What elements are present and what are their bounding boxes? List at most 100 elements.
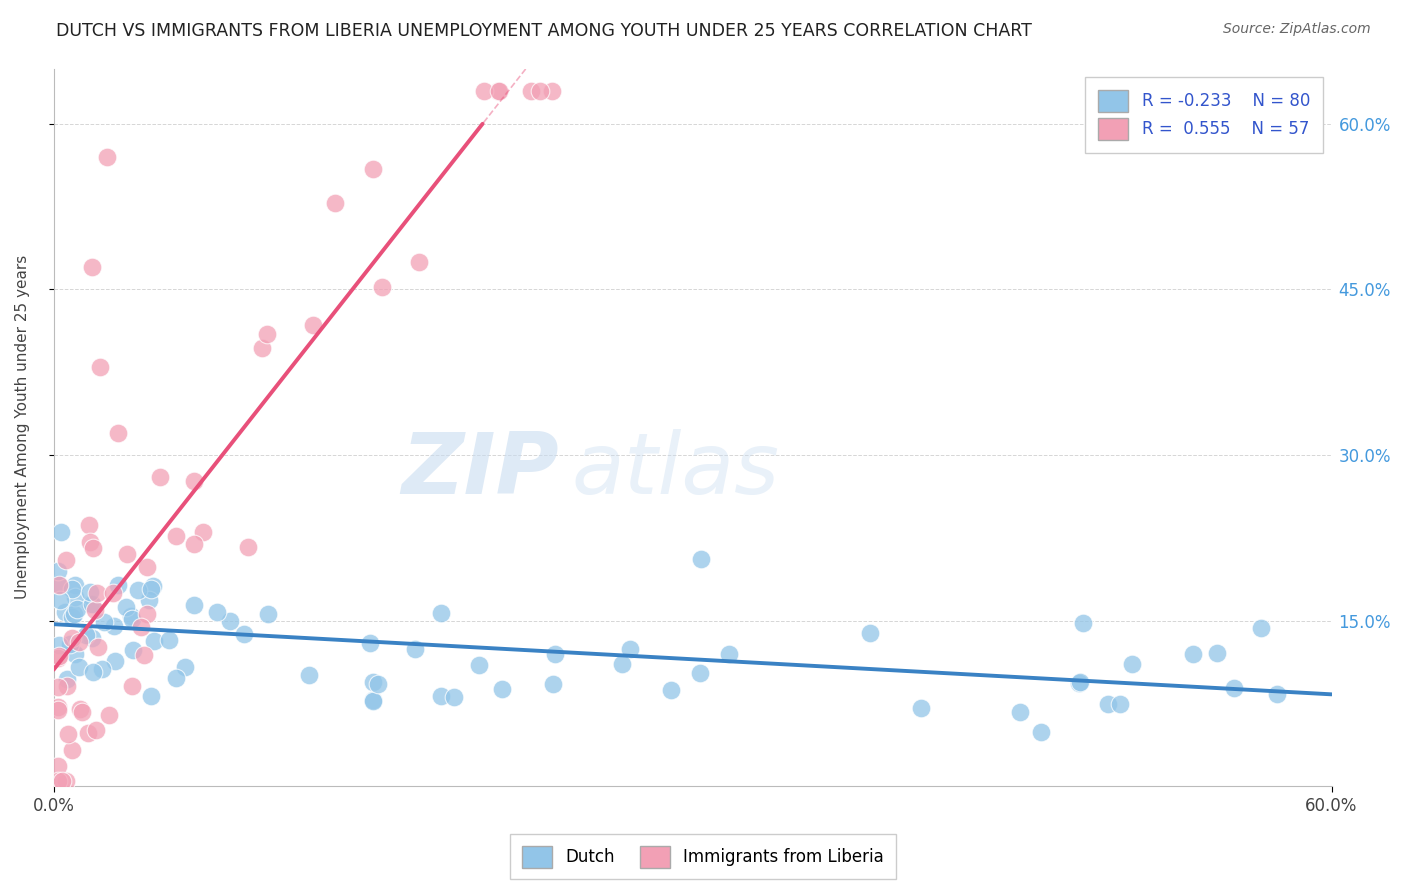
Point bbox=[63, 648, 86, 662]
Point bbox=[361, 675, 384, 690]
Point bbox=[46, 700, 69, 714]
Point bbox=[323, 196, 346, 211]
Point bbox=[139, 689, 162, 703]
Point bbox=[70, 705, 93, 719]
Point bbox=[82, 598, 104, 612]
Point bbox=[165, 671, 187, 685]
Point bbox=[91, 662, 114, 676]
Point bbox=[96, 150, 118, 164]
Point bbox=[256, 326, 278, 341]
Point bbox=[1010, 705, 1032, 719]
Point bbox=[236, 540, 259, 554]
Text: DUTCH VS IMMIGRANTS FROM LIBERIA UNEMPLOYMENT AMONG YOUTH UNDER 25 YEARS CORRELA: DUTCH VS IMMIGRANTS FROM LIBERIA UNEMPLO… bbox=[56, 22, 1032, 40]
Point bbox=[84, 603, 107, 617]
Point bbox=[1069, 674, 1091, 689]
Point bbox=[55, 773, 77, 788]
Point bbox=[1097, 697, 1119, 711]
Point bbox=[121, 679, 143, 693]
Point bbox=[371, 280, 394, 294]
Point bbox=[519, 84, 541, 98]
Point bbox=[46, 680, 69, 694]
Point bbox=[910, 700, 932, 714]
Point bbox=[138, 592, 160, 607]
Point bbox=[87, 640, 110, 655]
Point bbox=[75, 628, 97, 642]
Legend: Dutch, Immigrants from Liberia: Dutch, Immigrants from Liberia bbox=[510, 834, 896, 880]
Point bbox=[104, 654, 127, 668]
Point bbox=[191, 525, 214, 540]
Point bbox=[48, 578, 70, 592]
Point bbox=[252, 341, 274, 355]
Point bbox=[46, 576, 69, 591]
Point bbox=[256, 607, 278, 621]
Point bbox=[718, 647, 741, 661]
Point bbox=[298, 668, 321, 682]
Point bbox=[62, 631, 84, 645]
Point bbox=[488, 84, 510, 98]
Point bbox=[183, 598, 205, 612]
Point bbox=[1029, 725, 1052, 739]
Point bbox=[82, 631, 104, 645]
Point bbox=[56, 679, 79, 693]
Point bbox=[1250, 621, 1272, 635]
Point bbox=[165, 529, 187, 543]
Point bbox=[361, 161, 384, 176]
Point bbox=[82, 541, 104, 556]
Point bbox=[60, 610, 83, 624]
Point bbox=[361, 693, 384, 707]
Point bbox=[1109, 698, 1132, 712]
Point bbox=[359, 636, 381, 650]
Point bbox=[60, 582, 83, 596]
Point bbox=[115, 547, 138, 561]
Point bbox=[86, 586, 108, 600]
Point bbox=[132, 648, 155, 662]
Point bbox=[301, 318, 323, 332]
Point bbox=[157, 633, 180, 648]
Text: atlas: atlas bbox=[571, 429, 779, 512]
Point bbox=[218, 614, 240, 628]
Point bbox=[468, 658, 491, 673]
Point bbox=[136, 560, 159, 574]
Point bbox=[142, 579, 165, 593]
Text: Source: ZipAtlas.com: Source: ZipAtlas.com bbox=[1223, 22, 1371, 37]
Point bbox=[361, 694, 384, 708]
Point bbox=[55, 553, 77, 567]
Point bbox=[101, 586, 124, 600]
Point bbox=[1069, 676, 1091, 690]
Point bbox=[121, 612, 143, 626]
Point bbox=[173, 659, 195, 673]
Point bbox=[103, 619, 125, 633]
Point bbox=[1071, 616, 1094, 631]
Point bbox=[472, 84, 495, 98]
Point bbox=[107, 425, 129, 440]
Point bbox=[404, 641, 426, 656]
Point bbox=[131, 620, 153, 634]
Point bbox=[46, 564, 69, 578]
Point bbox=[46, 773, 69, 788]
Point bbox=[48, 638, 70, 652]
Point bbox=[1206, 646, 1229, 660]
Point bbox=[1222, 681, 1244, 695]
Point bbox=[659, 682, 682, 697]
Point bbox=[82, 665, 104, 679]
Legend: R = -0.233    N = 80, R =  0.555    N = 57: R = -0.233 N = 80, R = 0.555 N = 57 bbox=[1085, 77, 1323, 153]
Point bbox=[143, 634, 166, 648]
Point bbox=[89, 359, 111, 374]
Point bbox=[149, 470, 172, 484]
Point bbox=[689, 666, 711, 681]
Point bbox=[51, 773, 73, 788]
Point bbox=[443, 690, 465, 704]
Point bbox=[66, 602, 89, 616]
Point bbox=[141, 582, 163, 596]
Point bbox=[56, 726, 79, 740]
Point bbox=[859, 625, 882, 640]
Point bbox=[529, 84, 551, 98]
Point bbox=[367, 677, 389, 691]
Point bbox=[232, 627, 254, 641]
Point bbox=[79, 534, 101, 549]
Point bbox=[67, 635, 90, 649]
Y-axis label: Unemployment Among Youth under 25 years: Unemployment Among Youth under 25 years bbox=[15, 255, 30, 599]
Point bbox=[486, 84, 509, 98]
Point bbox=[430, 607, 453, 621]
Point bbox=[541, 84, 564, 98]
